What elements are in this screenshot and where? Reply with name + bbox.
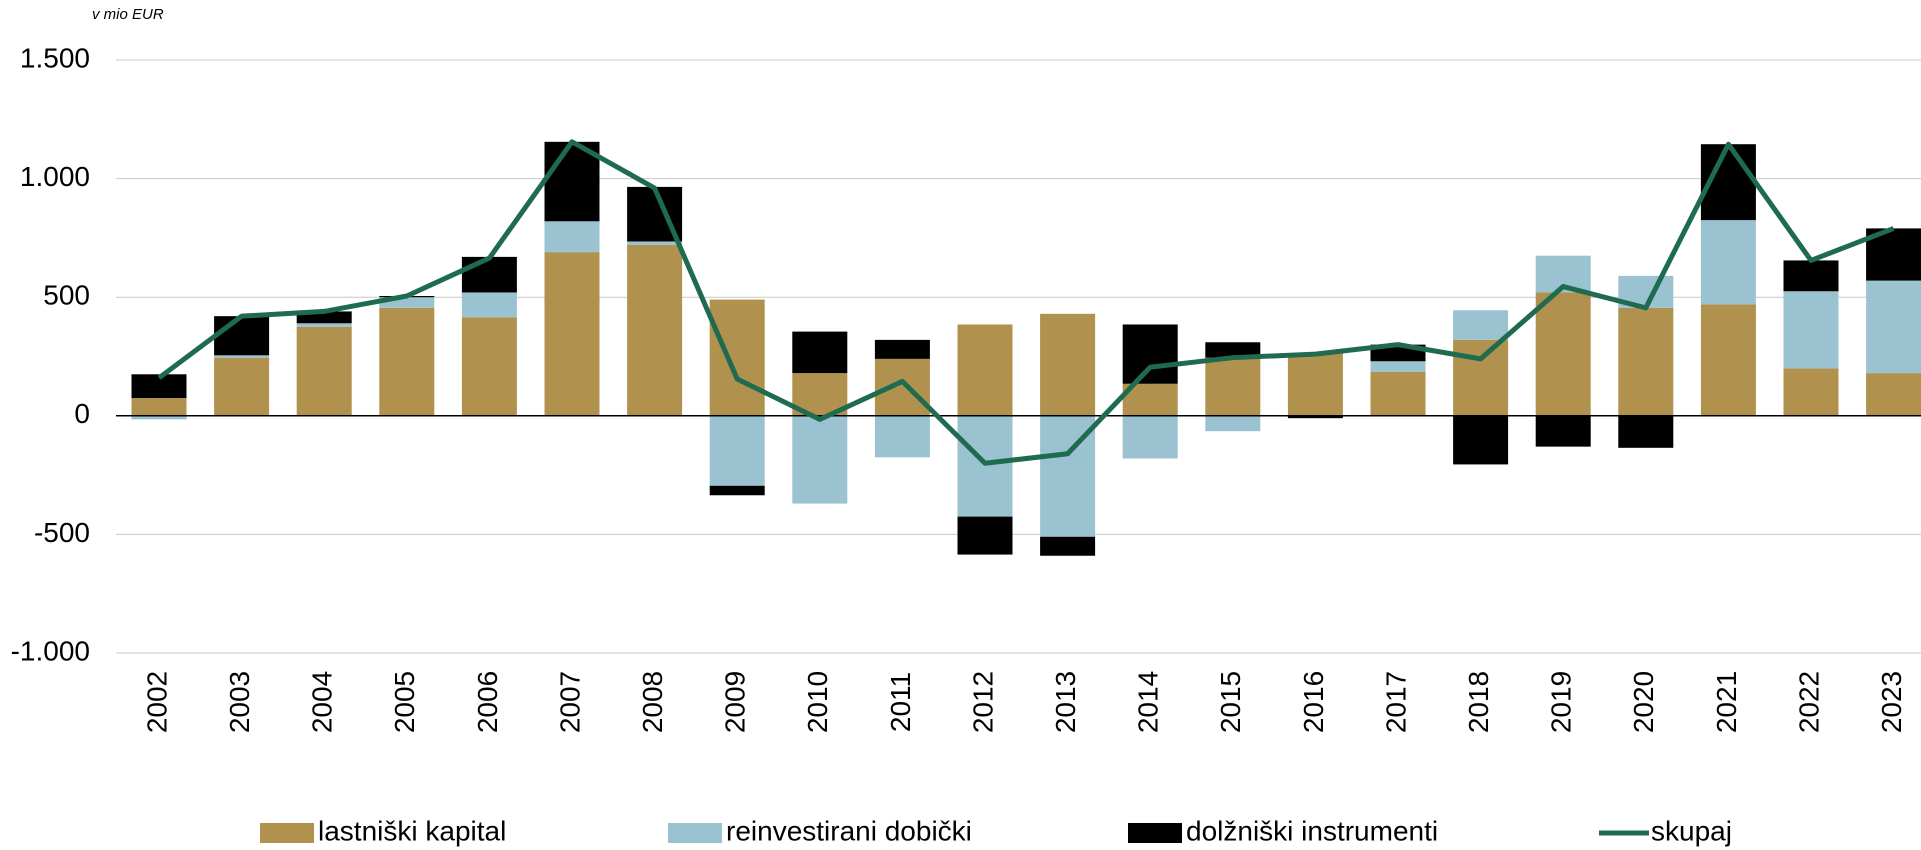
bar <box>1866 280 1921 374</box>
bar <box>544 141 600 222</box>
bar <box>792 415 848 504</box>
bar <box>1783 291 1839 369</box>
bar <box>1618 307 1674 416</box>
bar <box>296 323 352 327</box>
bar <box>296 326 352 416</box>
bar <box>1370 371 1426 416</box>
bar <box>131 374 187 399</box>
bar <box>296 311 352 324</box>
bar <box>1287 352 1343 416</box>
bar <box>214 316 270 356</box>
bar <box>1205 342 1261 358</box>
x-tick-label: 2013 <box>1050 671 1081 733</box>
legend-label: dolžniški instrumenti <box>1186 815 1438 846</box>
x-tick-label: 2017 <box>1380 671 1411 733</box>
x-tick-label: 2023 <box>1876 671 1907 733</box>
bar <box>1535 292 1591 416</box>
bar <box>709 415 765 486</box>
bar <box>1453 415 1509 465</box>
unit-label: v mio EUR <box>92 6 164 23</box>
bar <box>1783 368 1839 416</box>
bar <box>1122 324 1178 384</box>
legend-swatch <box>668 823 722 843</box>
bar <box>1535 415 1591 447</box>
x-tick-label: 2021 <box>1711 671 1742 733</box>
bar <box>214 357 270 416</box>
y-tick-label: 1.000 <box>20 161 90 192</box>
bar <box>874 358 930 416</box>
bar <box>874 339 930 359</box>
bar <box>461 292 517 318</box>
bar <box>627 245 683 416</box>
bar <box>1453 310 1509 340</box>
bar <box>1866 373 1921 416</box>
bar <box>792 331 848 374</box>
x-tick-label: 2015 <box>1215 671 1246 733</box>
x-tick-label: 2006 <box>472 671 503 733</box>
bar <box>1453 339 1509 416</box>
x-tick-label: 2012 <box>967 671 998 733</box>
bar <box>957 516 1013 555</box>
bar <box>957 415 1013 517</box>
bar <box>1370 361 1426 372</box>
x-tick-label: 2016 <box>1298 671 1329 733</box>
x-tick-label: 2007 <box>554 671 585 733</box>
bar <box>1700 304 1756 416</box>
bar <box>1040 536 1096 556</box>
y-tick-label: 0 <box>74 398 90 429</box>
legend-swatch <box>1128 823 1182 843</box>
x-tick-label: 2004 <box>307 671 338 733</box>
bar <box>957 324 1013 416</box>
x-tick-label: 2005 <box>389 671 420 733</box>
bar <box>1287 415 1343 419</box>
y-tick-label: 500 <box>43 280 90 311</box>
x-tick-label: 2020 <box>1628 671 1659 733</box>
bar <box>1122 415 1178 459</box>
bar <box>461 256 517 293</box>
bar <box>1205 357 1261 416</box>
bar <box>1205 415 1261 432</box>
y-tick-label: -1.000 <box>11 635 90 666</box>
bar <box>131 415 187 420</box>
x-tick-label: 2003 <box>224 671 255 733</box>
x-tick-label: 2002 <box>141 671 172 733</box>
legend-label: lastniški kapital <box>318 815 506 846</box>
legend-label: skupaj <box>1651 815 1732 846</box>
bar <box>544 221 600 253</box>
y-tick-label: -500 <box>34 517 90 548</box>
y-tick-label: 1.500 <box>20 42 90 73</box>
bar <box>627 241 683 246</box>
bar <box>1783 260 1839 292</box>
x-tick-label: 2008 <box>637 671 668 733</box>
bar <box>131 398 187 416</box>
bar <box>1040 313 1096 416</box>
bar <box>1700 220 1756 305</box>
x-tick-label: 2019 <box>1546 671 1577 733</box>
bar <box>461 317 517 416</box>
line <box>157 139 1895 466</box>
x-tick-label: 2014 <box>1133 671 1164 733</box>
bar <box>709 299 765 416</box>
legend-label: reinvestirani dobički <box>726 815 972 846</box>
x-tick-label: 2010 <box>802 671 833 733</box>
bar <box>544 252 600 416</box>
bar <box>874 415 930 458</box>
x-tick-label: 2022 <box>1793 671 1824 733</box>
bar <box>1618 415 1674 448</box>
legend-swatch <box>260 823 314 843</box>
bar <box>214 355 270 358</box>
x-tick-label: 2018 <box>1463 671 1494 733</box>
bar <box>709 485 765 496</box>
bar <box>379 297 435 308</box>
x-tick-label: 2009 <box>720 671 751 733</box>
bar <box>379 307 435 416</box>
x-tick-label: 2011 <box>885 672 916 732</box>
